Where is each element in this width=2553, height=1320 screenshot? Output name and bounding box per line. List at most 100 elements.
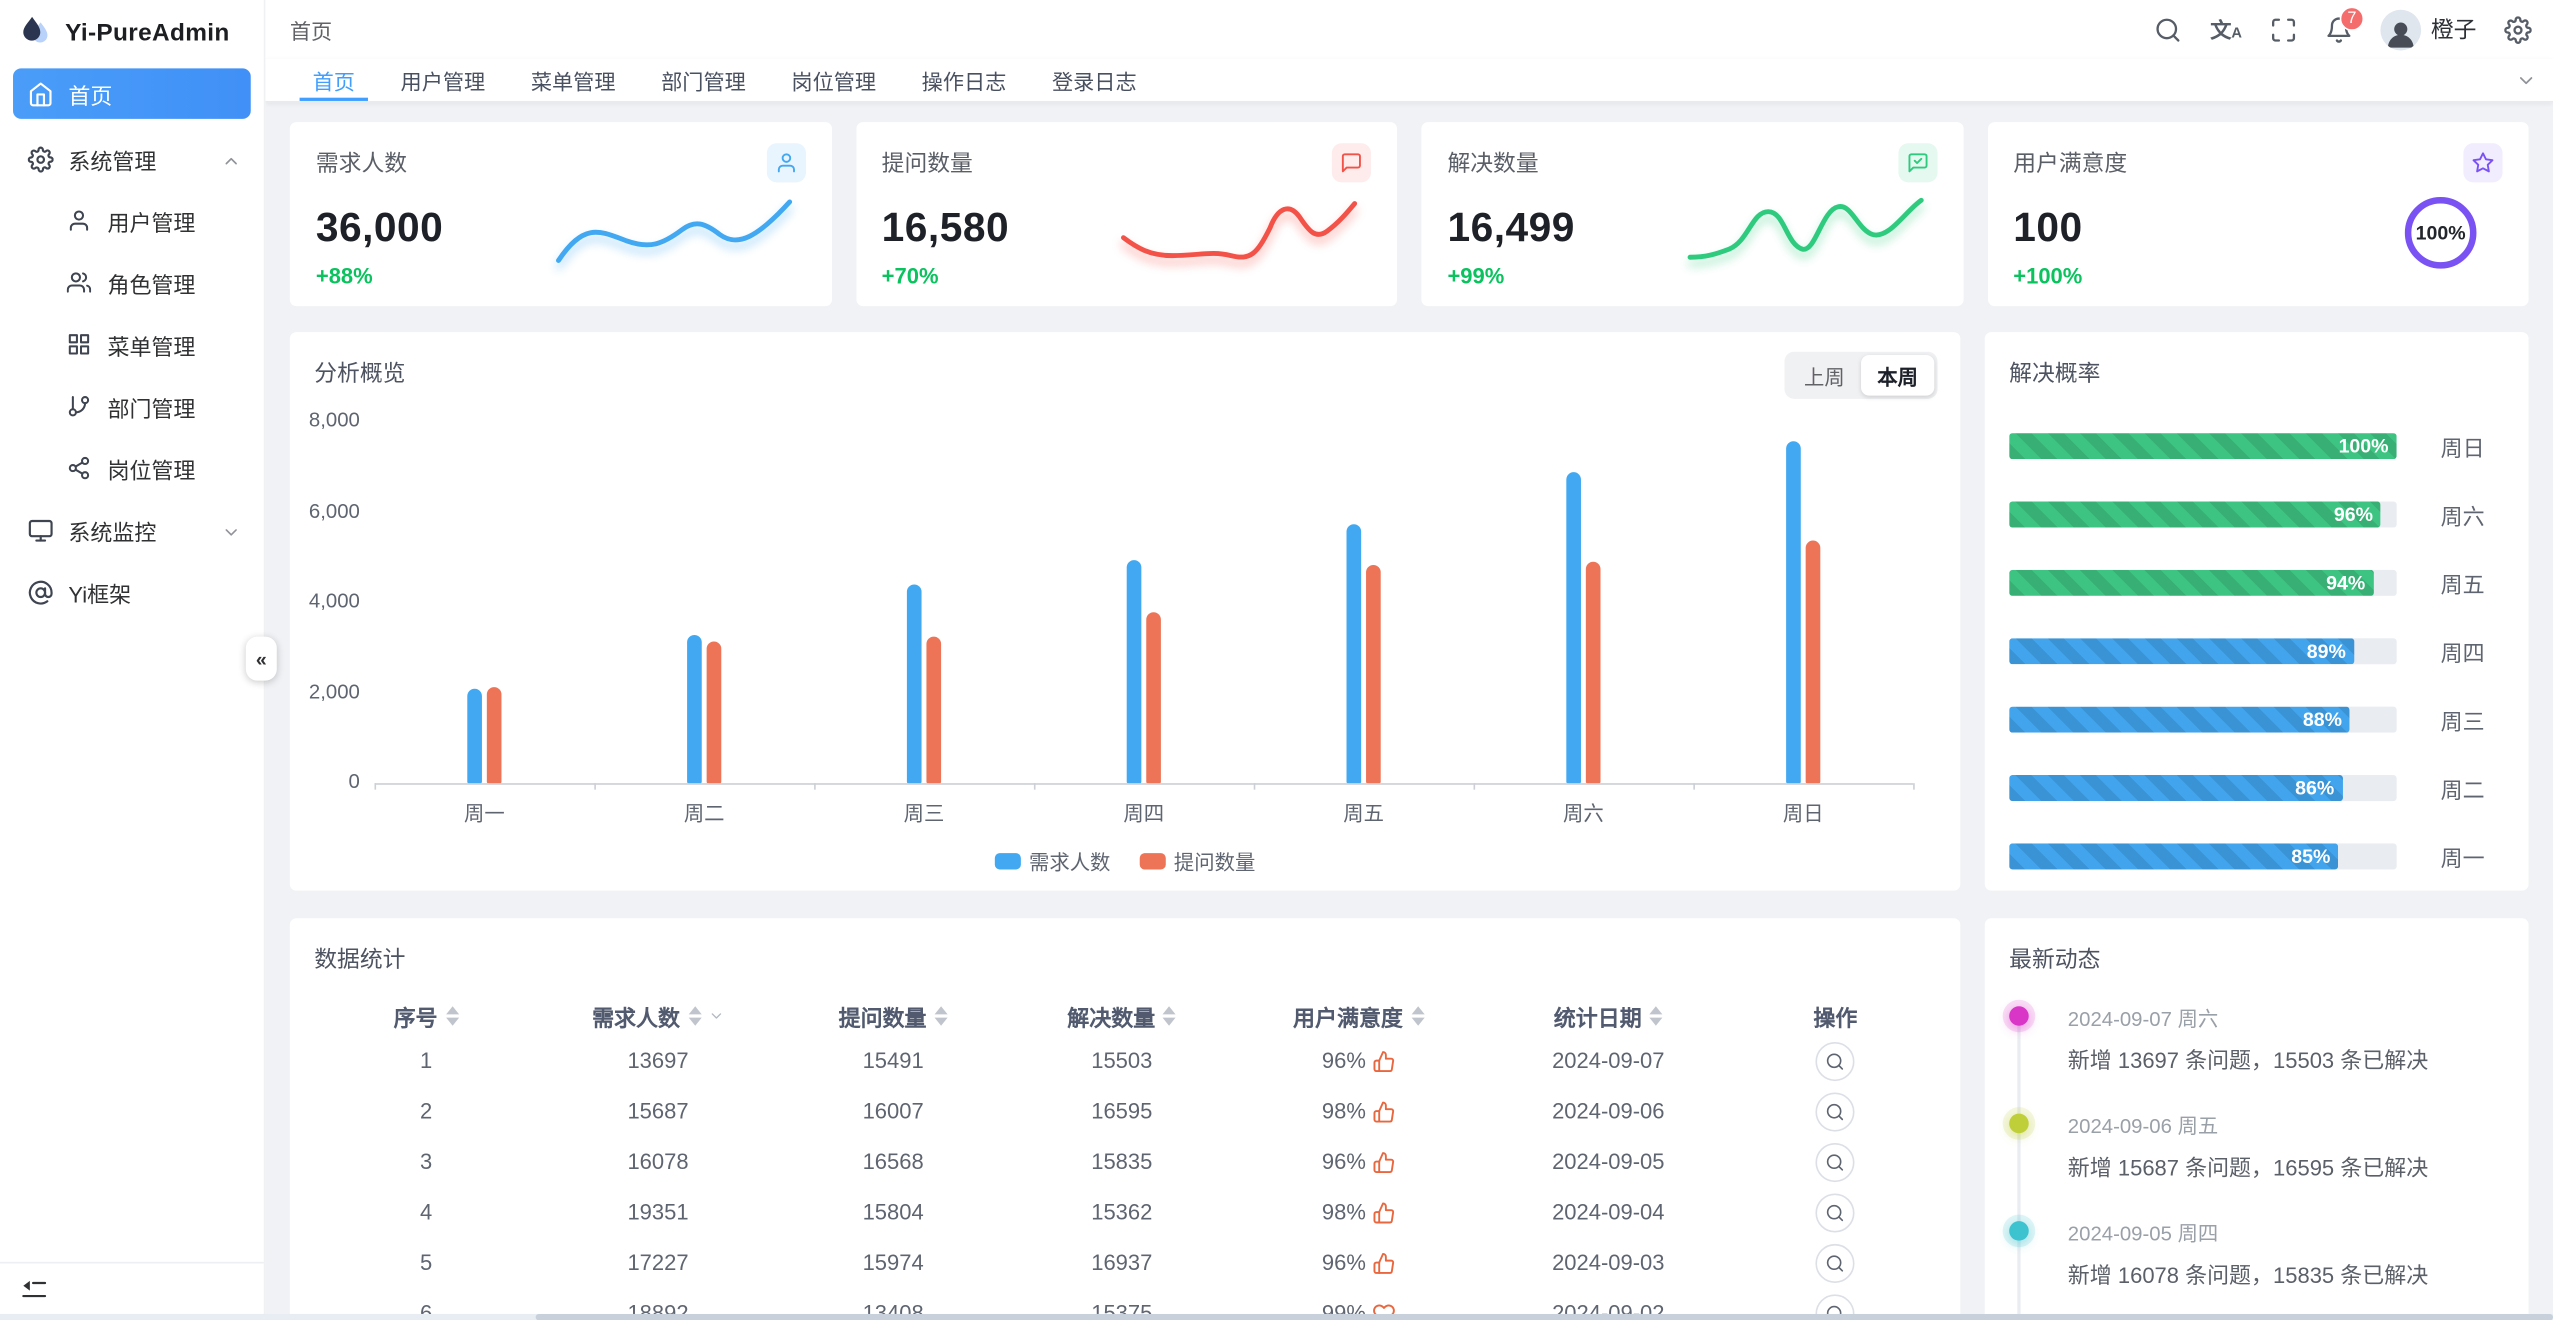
sidebar-item-0-4[interactable]: 岗位管理: [0, 438, 264, 500]
legend-item-提问数量[interactable]: 提问数量: [1139, 845, 1255, 876]
sidebar-item-0-1[interactable]: 角色管理: [0, 252, 264, 314]
bar-提问数量-周三[interactable]: [926, 636, 942, 784]
progress-fill: 100%: [2009, 433, 2397, 460]
progress-track: 86%: [2009, 775, 2397, 802]
tab-1[interactable]: 用户管理: [400, 69, 486, 94]
bar-提问数量-周二[interactable]: [706, 641, 722, 784]
tabs-chevron-down-icon[interactable]: [2516, 59, 2537, 101]
settings-icon[interactable]: [2504, 15, 2532, 44]
collapse-left-icon[interactable]: [21, 1277, 47, 1303]
view-row-button[interactable]: [1815, 1091, 1855, 1131]
sidebar-group-0[interactable]: 系统管理: [0, 129, 264, 191]
filter-chevron-down-icon[interactable]: [708, 1008, 724, 1024]
sort-carets[interactable]: [1411, 1006, 1425, 1026]
cell-3-1: 19351: [627, 1199, 689, 1225]
sidebar-item-0-0[interactable]: 用户管理: [0, 190, 264, 252]
y-axis-tick: 8,000: [308, 408, 360, 432]
notification-badge: 7: [2339, 5, 2365, 31]
sort-carets[interactable]: [688, 1006, 702, 1026]
legend-label: 需求人数: [1028, 851, 1111, 875]
statistics-panel: 数据统计 序号 需求人数 提问数量 解决数量 用户满意度 统计日期 操作 1 13697 1549…: [289, 918, 1961, 1320]
thumb-up-icon: [1373, 1151, 1394, 1173]
tab-5[interactable]: 操作日志: [921, 69, 1007, 94]
sidebar-item-home[interactable]: 首页: [13, 68, 251, 119]
bar-提问数量-周一[interactable]: [486, 687, 502, 784]
bar-提问数量-周日[interactable]: [1805, 540, 1821, 784]
sidebar-group-2[interactable]: Yi框架: [0, 562, 264, 624]
progress-label: 周四: [2440, 641, 2485, 666]
column-label: 统计日期: [1553, 1006, 1642, 1031]
sidebar-item-0-3[interactable]: 部门管理: [0, 376, 264, 438]
sort-carets[interactable]: [1163, 1006, 1177, 1026]
sidebar-group-label: Yi框架: [68, 582, 132, 608]
progress-fill: 86%: [2009, 775, 2343, 802]
cell-0-2: 15491: [862, 1048, 924, 1073]
tab-6[interactable]: 登录日志: [1051, 69, 1137, 94]
bar-提问数量-周五[interactable]: [1366, 564, 1381, 784]
sort-carets[interactable]: [934, 1006, 948, 1026]
sidebar-collapse-pill[interactable]: «: [245, 636, 277, 681]
bar-需求人数-周三[interactable]: [906, 584, 922, 784]
cell-3-5: 2024-09-04: [1552, 1199, 1665, 1225]
search-icon[interactable]: [2155, 15, 2183, 43]
chevron-down-icon: [225, 529, 237, 536]
translate-icon[interactable]: 文A: [2210, 17, 2243, 42]
sidebar-item-label: 用户管理: [107, 211, 196, 237]
main-area: 首页 文A 7 橙子: [265, 0, 2553, 1320]
horizontal-scrollbar-thumb[interactable]: [536, 1313, 2553, 1320]
statistics-title: 数据统计: [314, 945, 406, 973]
sidebar-group-1[interactable]: 系统监控: [0, 500, 264, 562]
fullscreen-icon[interactable]: [2270, 15, 2298, 43]
cell-0-4: 96%: [1235, 1049, 1481, 1073]
bar-需求人数-周四[interactable]: [1126, 560, 1142, 784]
satisfaction-value: 98%: [1321, 1199, 1366, 1225]
bar-提问数量-周六[interactable]: [1585, 561, 1601, 784]
bar-需求人数-周五[interactable]: [1346, 524, 1362, 784]
bar-group-周一: [374, 687, 594, 784]
legend-item-需求人数[interactable]: 需求人数: [994, 845, 1111, 876]
view-row-button[interactable]: [1815, 1142, 1855, 1182]
bar-需求人数-周一[interactable]: [467, 688, 482, 784]
stat-card-1: 提问数量 16,580 +70%: [855, 122, 1397, 307]
bar-需求人数-周二[interactable]: [687, 634, 702, 784]
sort-carets[interactable]: [1649, 1006, 1663, 1026]
progress-track: 89%: [2009, 638, 2397, 665]
column-header-3[interactable]: 解决数量: [1008, 1000, 1235, 1033]
column-label: 需求人数: [592, 1006, 680, 1031]
bar-提问数量-周四[interactable]: [1146, 612, 1161, 784]
sort-carets[interactable]: [445, 1006, 459, 1026]
toggle-option-1[interactable]: 本周: [1860, 354, 1935, 396]
tab-3[interactable]: 部门管理: [661, 69, 746, 94]
breadcrumb[interactable]: 首页: [289, 18, 333, 44]
sidebar-item-0-2[interactable]: 菜单管理: [0, 314, 264, 376]
satisfaction-value: 98%: [1321, 1099, 1366, 1124]
tab-4[interactable]: 岗位管理: [791, 69, 877, 94]
timeline-date: 2024-09-07 周六: [2067, 1007, 2219, 1031]
solve-row-周一: 85% 周一: [2009, 843, 2504, 871]
column-header-1[interactable]: 需求人数: [538, 1000, 778, 1033]
view-row-button[interactable]: [1815, 1243, 1855, 1283]
solve-row-周五: 94% 周五: [2009, 569, 2504, 598]
column-header-4[interactable]: 用户满意度: [1235, 1000, 1481, 1033]
tab-0[interactable]: 首页: [290, 59, 378, 101]
column-header-0[interactable]: 序号: [314, 1000, 538, 1033]
column-header-6[interactable]: 操作: [1735, 1000, 1936, 1033]
timeline-text: 新增 15687 条问题，16595 条已解决: [2067, 1156, 2429, 1181]
analysis-title: 分析概览: [314, 359, 406, 386]
bar-需求人数-周日[interactable]: [1786, 441, 1801, 784]
toggle-option-0[interactable]: 上周: [1803, 366, 1845, 390]
stat-card-title: 提问数量: [881, 149, 973, 176]
cell-0-1: 13697: [627, 1048, 689, 1073]
bell-icon[interactable]: 7: [2325, 5, 2365, 43]
column-header-5[interactable]: 统计日期: [1482, 1000, 1735, 1033]
bar-需求人数-周六[interactable]: [1566, 472, 1581, 784]
view-row-button[interactable]: [1815, 1041, 1855, 1081]
x-axis-tickmark: [1913, 783, 1915, 790]
column-label: 用户满意度: [1293, 1006, 1403, 1031]
user-menu[interactable]: 橙子: [2380, 8, 2476, 50]
x-axis-label: 周一: [464, 802, 505, 826]
column-header-2[interactable]: 提问数量: [778, 1000, 1008, 1033]
tab-2[interactable]: 菜单管理: [530, 69, 616, 94]
avatar[interactable]: [2380, 8, 2422, 50]
view-row-button[interactable]: [1815, 1192, 1855, 1232]
